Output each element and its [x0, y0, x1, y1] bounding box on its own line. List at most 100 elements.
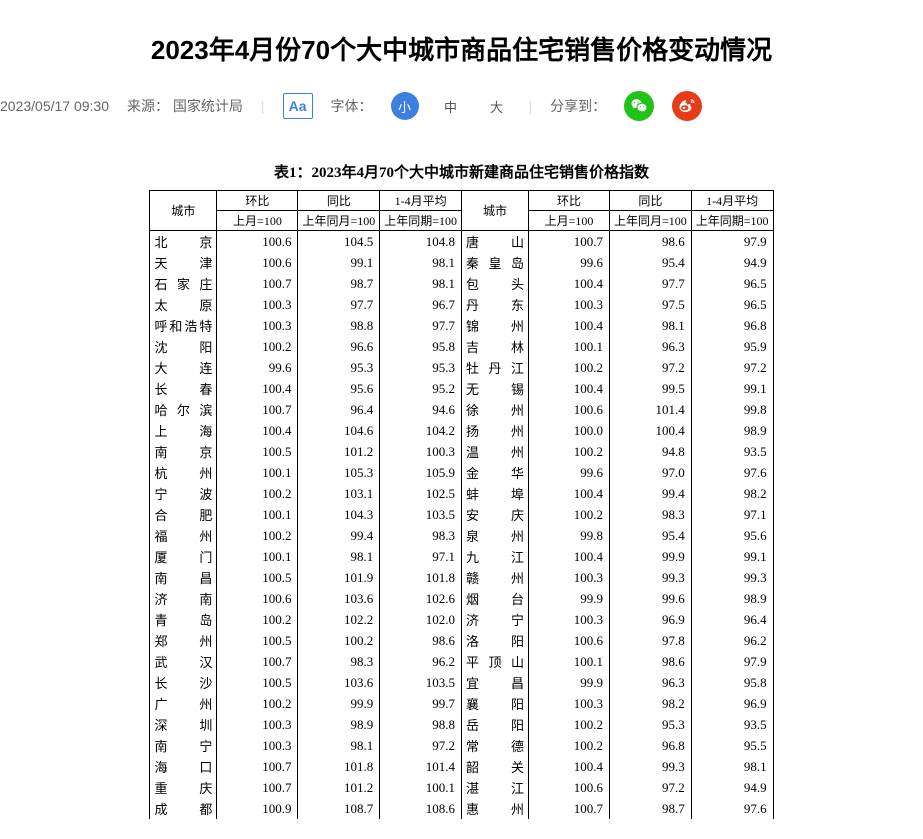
mom-cell: 100.6	[217, 231, 298, 253]
font-size-large-button[interactable]: 大	[483, 92, 511, 120]
city-cell: 扬 州	[462, 420, 529, 441]
avg-cell: 98.3	[380, 525, 462, 546]
table-row: 重 庆100.7101.2100.1湛 江100.697.294.9	[150, 777, 773, 798]
yoy-cell: 95.6	[298, 378, 380, 399]
mom-cell: 100.2	[529, 504, 610, 525]
city-cell: 无 锡	[462, 378, 529, 399]
mom-cell: 100.5	[217, 630, 298, 651]
yoy-cell: 97.7	[610, 273, 692, 294]
share-label: 分享到：	[550, 96, 606, 116]
avg-cell: 93.5	[691, 441, 773, 462]
mom-cell: 99.6	[529, 462, 610, 483]
weibo-share-icon[interactable]	[672, 91, 702, 121]
avg-cell: 101.8	[380, 567, 462, 588]
col-avg-sub: 上年同期=100	[380, 211, 462, 231]
table-row: 广 州100.299.999.7襄 阳100.398.296.9	[150, 693, 773, 714]
mom-cell: 99.9	[529, 672, 610, 693]
mom-cell: 99.6	[217, 357, 298, 378]
col-avg: 1-4月平均	[691, 191, 773, 211]
mom-cell: 99.6	[529, 252, 610, 273]
col-city-left: 城市	[150, 191, 217, 231]
avg-cell: 97.6	[691, 798, 773, 819]
city-cell: 南 昌	[150, 567, 217, 588]
mom-cell: 100.3	[529, 693, 610, 714]
avg-cell: 108.6	[380, 798, 462, 819]
avg-cell: 96.8	[691, 315, 773, 336]
yoy-cell: 98.9	[298, 714, 380, 735]
table-row: 北 京100.6104.5104.8唐 山100.798.697.9	[150, 231, 773, 253]
table-row: 海 口100.7101.8101.4韶 关100.499.398.1	[150, 756, 773, 777]
city-cell: 丹 东	[462, 294, 529, 315]
avg-cell: 95.8	[691, 672, 773, 693]
yoy-cell: 99.4	[298, 525, 380, 546]
city-cell: 呼和浩特	[150, 315, 217, 336]
mom-cell: 100.2	[217, 525, 298, 546]
col-avg-sub: 上年同期=100	[691, 211, 773, 231]
city-cell: 赣 州	[462, 567, 529, 588]
wechat-share-icon[interactable]	[624, 91, 654, 121]
yoy-cell: 104.3	[298, 504, 380, 525]
avg-cell: 98.2	[691, 483, 773, 504]
col-mom-sub: 上月=100	[217, 211, 298, 231]
table-row: 武 汉100.798.396.2平顶山100.198.697.9	[150, 651, 773, 672]
table-row: 石家庄100.798.798.1包 头100.497.796.5	[150, 273, 773, 294]
mom-cell: 100.6	[529, 399, 610, 420]
mom-cell: 100.3	[217, 714, 298, 735]
mom-cell: 100.6	[217, 252, 298, 273]
yoy-cell: 97.8	[610, 630, 692, 651]
city-cell: 长 沙	[150, 672, 217, 693]
yoy-cell: 98.1	[298, 546, 380, 567]
table-row: 合 肥100.1104.3103.5安 庆100.298.397.1	[150, 504, 773, 525]
table-row: 天 津100.699.198.1秦皇岛99.695.494.9	[150, 252, 773, 273]
yoy-cell: 95.3	[610, 714, 692, 735]
font-size-medium-button[interactable]: 中	[437, 92, 465, 120]
yoy-cell: 98.7	[610, 798, 692, 819]
yoy-cell: 97.2	[610, 357, 692, 378]
yoy-cell: 94.8	[610, 441, 692, 462]
avg-cell: 98.9	[691, 420, 773, 441]
mom-cell: 100.4	[529, 315, 610, 336]
mom-cell: 100.1	[529, 336, 610, 357]
yoy-cell: 95.4	[610, 525, 692, 546]
col-yoy: 同比	[298, 191, 380, 211]
table-row: 成 都100.9108.7108.6惠 州100.798.797.6	[150, 798, 773, 819]
avg-cell: 101.4	[380, 756, 462, 777]
mom-cell: 100.5	[217, 441, 298, 462]
city-cell: 天 津	[150, 252, 217, 273]
mom-cell: 100.3	[217, 315, 298, 336]
city-cell: 金 华	[462, 462, 529, 483]
table-row: 大 连99.695.395.3牡丹江100.297.297.2	[150, 357, 773, 378]
mom-cell: 100.5	[217, 672, 298, 693]
city-cell: 郑 州	[150, 630, 217, 651]
font-size-small-button[interactable]: 小	[391, 92, 419, 120]
avg-cell: 96.5	[691, 273, 773, 294]
yoy-cell: 98.3	[610, 504, 692, 525]
city-cell: 合 肥	[150, 504, 217, 525]
col-city-right: 城市	[462, 191, 529, 231]
city-cell: 海 口	[150, 756, 217, 777]
table-row: 深 圳100.398.998.8岳 阳100.295.393.5	[150, 714, 773, 735]
avg-cell: 99.1	[691, 546, 773, 567]
city-cell: 沈 阳	[150, 336, 217, 357]
city-cell: 成 都	[150, 798, 217, 819]
table-row: 呼和浩特100.398.897.7锦 州100.498.196.8	[150, 315, 773, 336]
table-row: 济 南100.6103.6102.6烟 台99.999.698.9	[150, 588, 773, 609]
col-mom-sub: 上月=100	[529, 211, 610, 231]
yoy-cell: 103.6	[298, 672, 380, 693]
mom-cell: 100.5	[217, 567, 298, 588]
avg-cell: 102.6	[380, 588, 462, 609]
city-cell: 徐 州	[462, 399, 529, 420]
yoy-cell: 100.4	[610, 420, 692, 441]
yoy-cell: 99.9	[298, 693, 380, 714]
divider: |	[529, 98, 533, 114]
city-cell: 青 岛	[150, 609, 217, 630]
avg-cell: 94.9	[691, 777, 773, 798]
mom-cell: 100.1	[217, 504, 298, 525]
avg-cell: 97.7	[380, 315, 462, 336]
divider: |	[261, 98, 265, 114]
city-cell: 深 圳	[150, 714, 217, 735]
price-index-table: 城市 环比 同比 1-4月平均 城市 环比 同比 1-4月平均 上月=100 上…	[149, 190, 773, 819]
yoy-cell: 96.3	[610, 672, 692, 693]
yoy-cell: 99.5	[610, 378, 692, 399]
mom-cell: 100.1	[217, 462, 298, 483]
